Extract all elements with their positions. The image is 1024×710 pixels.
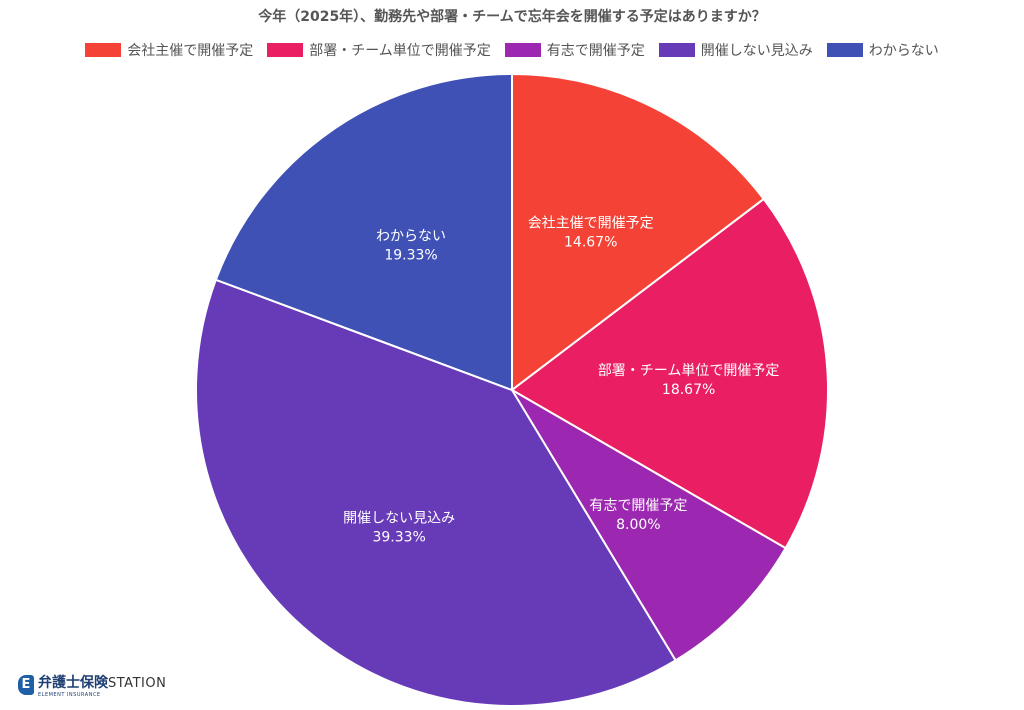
legend-item[interactable]: 開催しない見込み	[658, 40, 813, 60]
slice-value-label: 18.67%	[662, 382, 715, 398]
pie-slice[interactable]	[510, 197, 829, 550]
slice-label: 有志で開催予定	[589, 498, 687, 514]
legend-swatch	[504, 43, 541, 57]
pie-slice[interactable]	[195, 278, 677, 707]
legend-item[interactable]: わからない	[826, 40, 939, 60]
slice-value-label: 19.33%	[384, 248, 437, 264]
slice-label: 開催しない見込み	[343, 510, 455, 526]
legend-item[interactable]: 部署・チーム単位で開催予定	[267, 40, 491, 60]
legend-item[interactable]: 会社主催で開催予定	[85, 40, 253, 60]
legend-label: 会社主催で開催予定	[127, 43, 254, 59]
slice-label: 会社主催で開催予定	[528, 216, 654, 232]
pie-slice[interactable]	[511, 389, 787, 662]
slice-label: わからない	[376, 229, 446, 245]
chart-title: 今年（2025年）、勤務先や部署・チームで忘年会を開催する予定はありますか？	[258, 9, 766, 25]
brand-name-en: STATION	[108, 676, 167, 691]
legend-item[interactable]: 有志で開催予定	[504, 40, 645, 60]
chart-legend: 会社主催で開催予定 部署・チーム単位で開催予定 有志で開催予定 開催しない見込み わから…	[0, 40, 1024, 60]
brand-logo-icon: E	[18, 675, 34, 695]
legend-swatch	[267, 43, 304, 57]
brand-logo: E 弁護士保険 STATION ELEMENT INSURANCE	[18, 672, 166, 698]
slice-value-label: 39.33%	[372, 529, 425, 545]
legend-swatch	[658, 43, 695, 57]
pie-slice[interactable]	[511, 72, 766, 393]
legend-swatch	[85, 43, 122, 57]
legend-label: わからない	[868, 43, 939, 59]
slice-value-label: 14.67%	[564, 235, 617, 251]
brand-name-jp: 弁護士保険	[38, 675, 108, 691]
slice-label: 部署・チーム単位で開催予定	[598, 363, 780, 379]
pie-slice[interactable]	[214, 72, 513, 392]
legend-label: 部署・チーム単位で開催予定	[309, 43, 491, 59]
legend-label: 有志で開催予定	[546, 43, 645, 59]
slice-value-label: 8.00%	[616, 517, 660, 533]
brand-subtitle: ELEMENT INSURANCE	[38, 692, 101, 698]
legend-label: 開催しない見込み	[700, 43, 813, 59]
legend-swatch	[826, 43, 863, 57]
